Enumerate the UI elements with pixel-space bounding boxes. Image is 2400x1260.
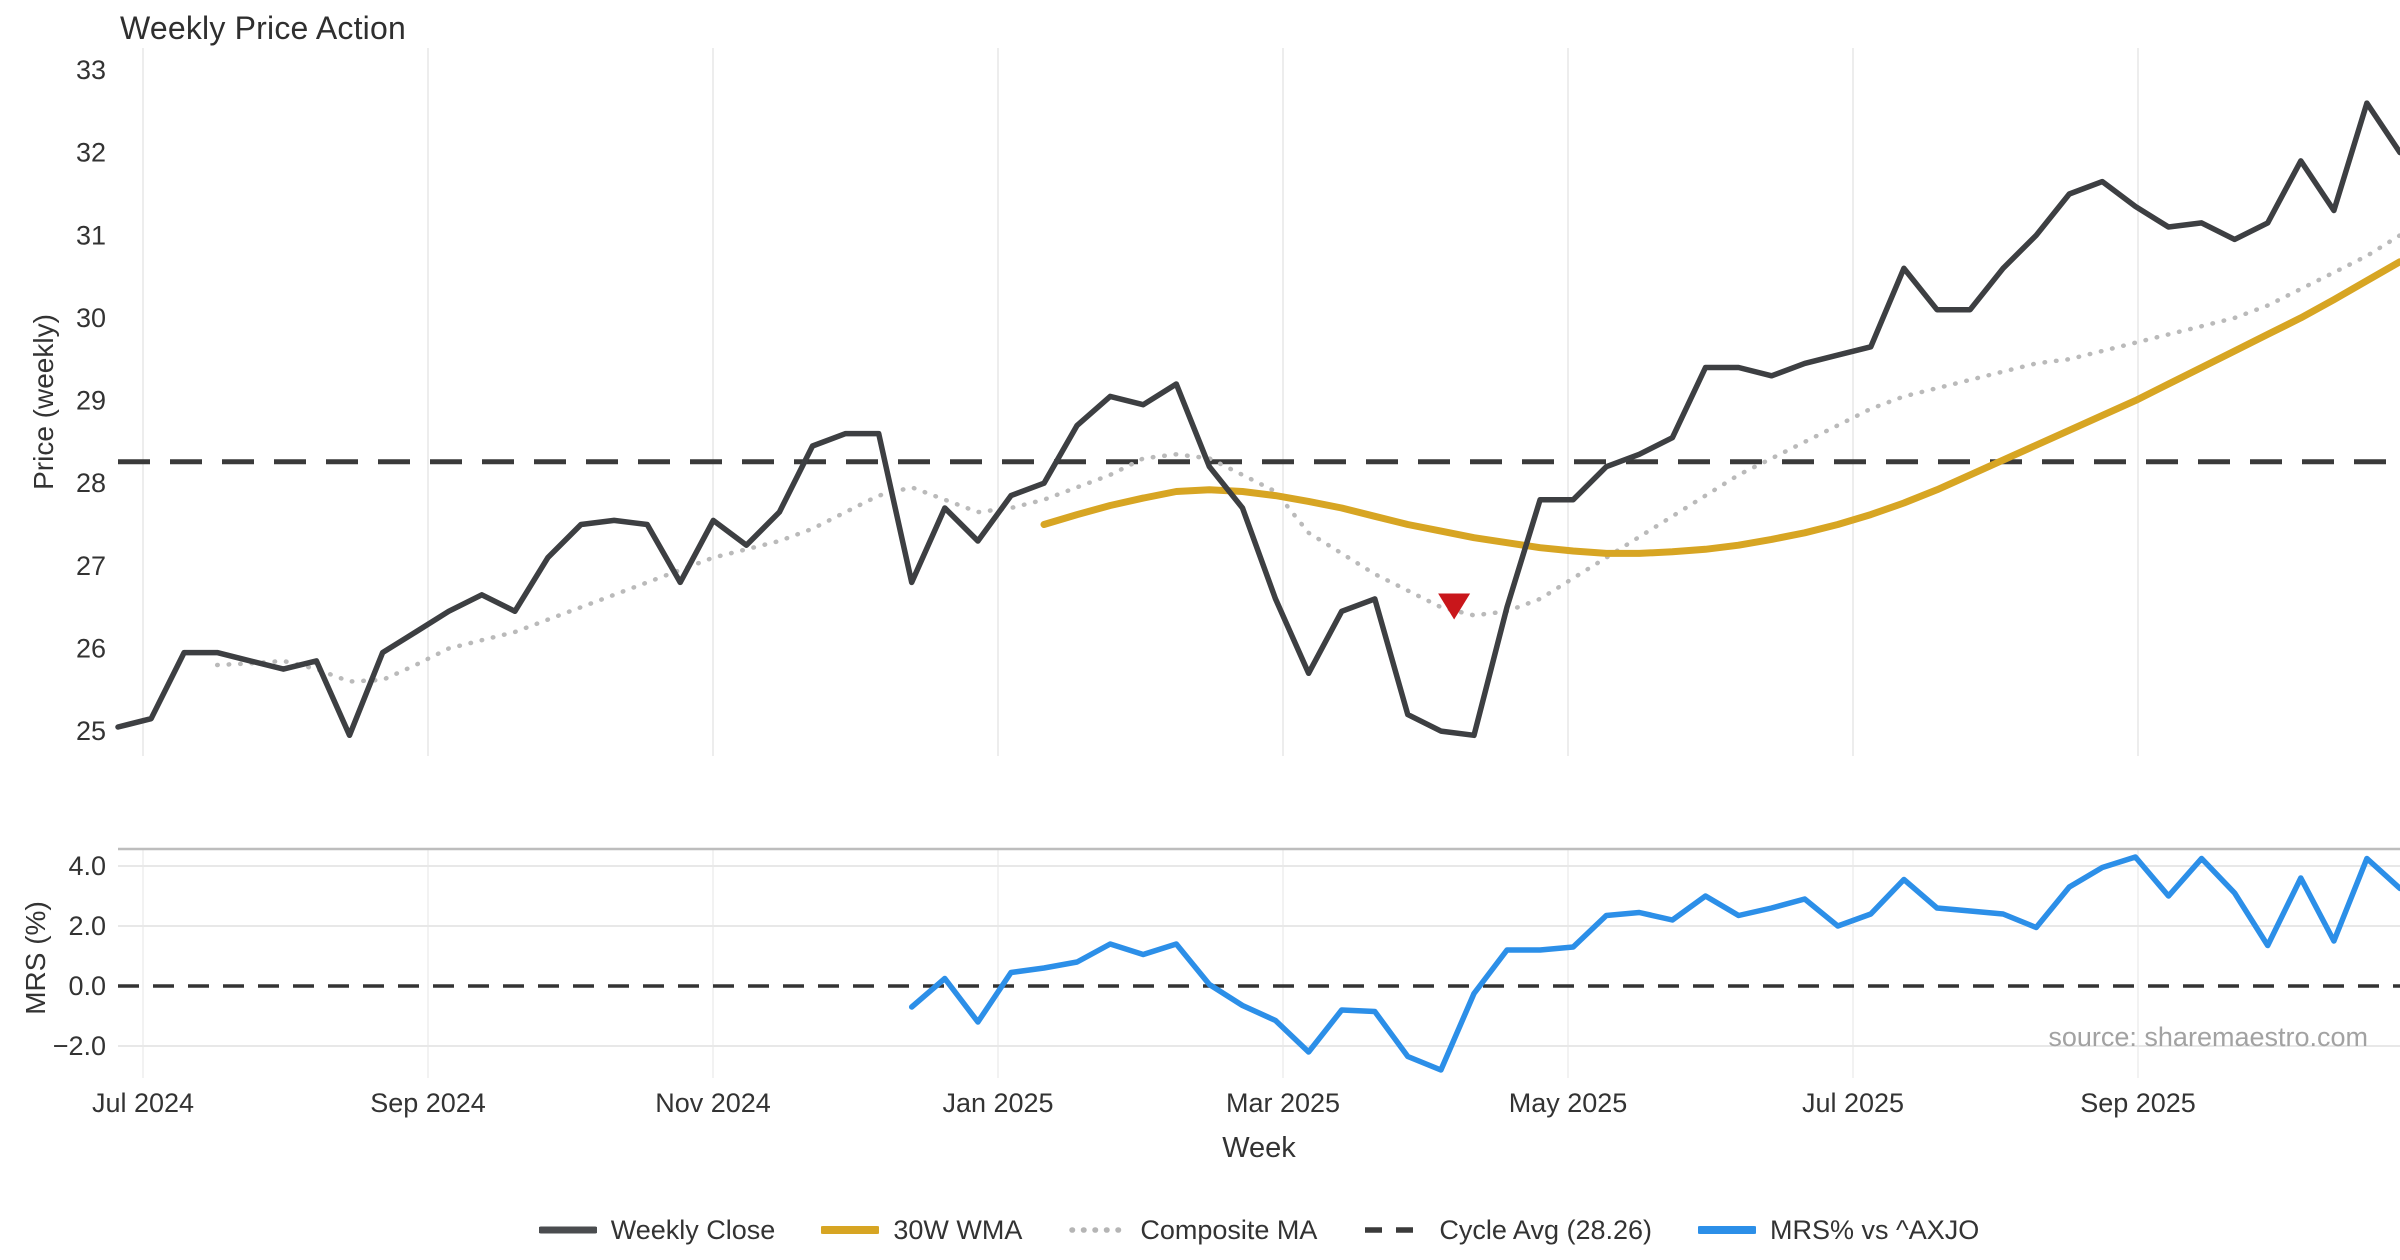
x-tick-label: Mar 2025 — [1226, 1088, 1340, 1118]
legend-item-30w-wma[interactable]: 30W WMA — [821, 1215, 1022, 1246]
legend-item-composite-ma[interactable]: Composite MA — [1068, 1215, 1317, 1246]
price-y-tick-label: 32 — [76, 138, 106, 168]
weekly-close-line — [115, 100, 2400, 739]
axis-tick-labels: Jul 2024 Sep 2024 Nov 2024 Jan 2025 Mar 2025… — [53, 55, 2196, 1118]
data-series — [115, 100, 2400, 1073]
x-tick-label: Sep 2024 — [370, 1088, 486, 1118]
mrs-y-axis-label: MRS (%) — [20, 901, 51, 1015]
legend-swatch-solid-gold-icon — [821, 1226, 880, 1234]
legend-label: Composite MA — [1140, 1214, 1318, 1245]
sell-signal-triangle-icon — [1438, 593, 1471, 620]
price-y-tick-label: 26 — [76, 633, 106, 663]
x-tick-label: Jul 2024 — [92, 1088, 194, 1118]
x-axis-label: Week — [1222, 1132, 1296, 1164]
price-y-tick-label: 31 — [76, 220, 106, 250]
legend-label: 30W WMA — [893, 1214, 1023, 1245]
mrs-line — [908, 854, 2400, 1073]
legend-swatch-dotted-gray-icon — [1069, 1227, 1127, 1233]
x-tick-label: Nov 2024 — [655, 1088, 771, 1118]
price-y-tick-label: 30 — [76, 303, 106, 333]
mrs-y-tick-label: 4.0 — [68, 851, 106, 881]
x-tick-label: Jan 2025 — [942, 1088, 1053, 1118]
legend-label: MRS% vs ^AXJO — [1770, 1214, 1980, 1245]
legend-label: Cycle Avg (28.26) — [1439, 1214, 1653, 1245]
gridlines — [118, 48, 2400, 1078]
price-y-tick-label: 29 — [76, 386, 106, 416]
mrs-y-tick-label: 2.0 — [68, 911, 106, 941]
x-tick-label: May 2025 — [1509, 1088, 1628, 1118]
legend-swatch-solid-blue-icon — [1698, 1226, 1757, 1234]
price-y-tick-label: 28 — [76, 468, 106, 498]
x-tick-label: Jul 2025 — [1802, 1088, 1904, 1118]
chart-title: Weekly Price Action — [120, 10, 406, 46]
x-tick-label: Sep 2025 — [2080, 1088, 2196, 1118]
source-attribution: source: sharemaestro.com — [2048, 1022, 2368, 1052]
mrs-y-tick-label: −2.0 — [53, 1031, 106, 1061]
mrs-y-tick-label: 0.0 — [68, 971, 106, 1001]
signal-marker-layer — [1438, 593, 1471, 620]
legend-item-weekly-close[interactable]: Weekly Close — [538, 1214, 776, 1246]
legend: Weekly Close 30W WMA Composite MA Cycle … — [118, 1204, 2400, 1256]
price-y-tick-label: 27 — [76, 551, 106, 581]
legend-label: Weekly Close — [610, 1214, 776, 1245]
30w-wma-line — [1040, 258, 2400, 557]
price-y-axis-label: Price (weekly) — [28, 314, 59, 490]
reference-lines — [118, 459, 2400, 988]
legend-item-cycle-avg[interactable]: Cycle Avg (28.26) — [1363, 1215, 1652, 1246]
price-y-tick-label: 25 — [76, 716, 106, 746]
legend-item-mrs[interactable]: MRS% vs ^AXJO — [1698, 1215, 1979, 1246]
legend-swatch-dashed-dark-icon — [1365, 1227, 1424, 1233]
price-y-tick-label: 33 — [76, 55, 106, 85]
legend-swatch-solid-dark-icon — [538, 1226, 597, 1234]
composite-ma-line — [214, 233, 2400, 684]
